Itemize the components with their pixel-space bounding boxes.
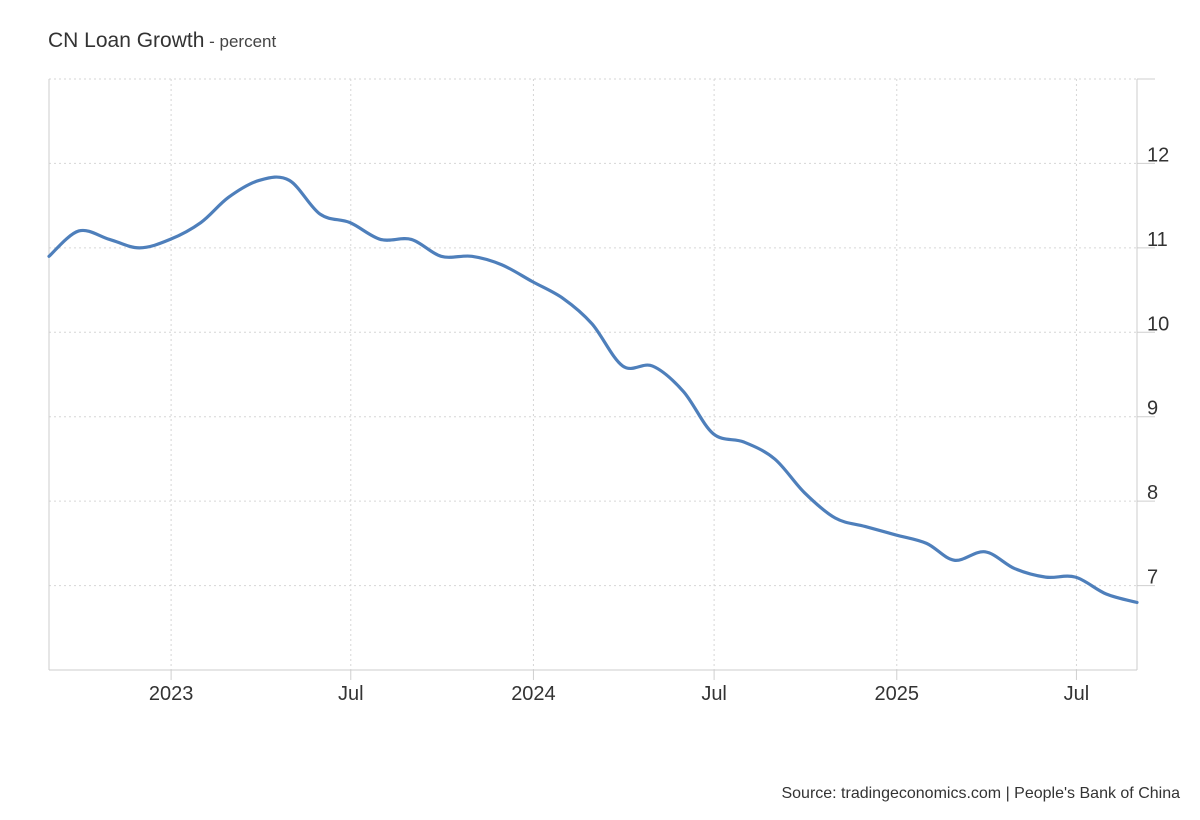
data-point (408, 236, 414, 242)
data-point (680, 388, 686, 394)
source-attribution: Source: tradingeconomics.com | People's … (781, 785, 1180, 802)
data-point (1134, 599, 1140, 605)
series-line (47, 175, 1139, 605)
data-point (1072, 574, 1078, 580)
y-tick-label: 9 (1147, 398, 1158, 420)
data-point (499, 262, 505, 268)
data-point (1103, 591, 1109, 597)
data-point (951, 557, 957, 563)
y-tick-label: 10 (1147, 313, 1169, 335)
y-tick-label: 12 (1147, 144, 1169, 166)
data-point (801, 490, 807, 496)
data-point (378, 236, 384, 242)
data-point (226, 194, 232, 200)
data-point (772, 456, 778, 462)
data-point (76, 228, 82, 234)
x-tick-label: Jul (1064, 683, 1090, 705)
data-point (469, 253, 475, 259)
data-point (107, 236, 113, 242)
series-layer (46, 175, 1140, 605)
data-point (286, 177, 292, 183)
x-tick-label: 2023 (149, 683, 194, 705)
data-point (862, 523, 868, 529)
chart-title-main: CN Loan Growth (48, 29, 205, 52)
y-tick-label: 11 (1147, 229, 1168, 251)
data-point (198, 220, 204, 226)
chart-title-separator: - (204, 32, 220, 51)
x-tick-label: Jul (701, 683, 727, 705)
data-point (560, 296, 566, 302)
x-tick-label: 2024 (511, 683, 556, 705)
data-point (317, 211, 323, 217)
data-point (46, 253, 52, 259)
data-point (256, 177, 262, 183)
data-point (136, 245, 142, 251)
data-point (710, 431, 716, 437)
data-point (620, 363, 626, 369)
data-point (924, 540, 930, 546)
data-point (893, 532, 899, 538)
chart-title: CN Loan Growth - percent (48, 18, 276, 55)
y-tick-label: 7 (1147, 567, 1158, 589)
grid-layer (49, 78, 1137, 670)
data-point (1012, 566, 1018, 572)
chart-title-unit: percent (219, 32, 277, 51)
label-layer: 7 8 9 10 11 12 2023 Jul 2024 Jul 2025 Jul (149, 144, 1169, 705)
data-point (832, 515, 838, 521)
data-point (167, 236, 173, 242)
x-tick-label: Jul (338, 683, 364, 705)
data-point (741, 439, 747, 445)
data-point (650, 363, 656, 369)
data-point (529, 279, 535, 285)
data-point (589, 321, 595, 327)
x-tick-label: 2025 (875, 683, 920, 705)
data-point (438, 253, 444, 259)
data-point (347, 220, 353, 226)
data-point (982, 549, 988, 555)
y-tick-label: 8 (1147, 482, 1158, 504)
data-point (1043, 574, 1049, 580)
axis-layer (48, 78, 1155, 680)
